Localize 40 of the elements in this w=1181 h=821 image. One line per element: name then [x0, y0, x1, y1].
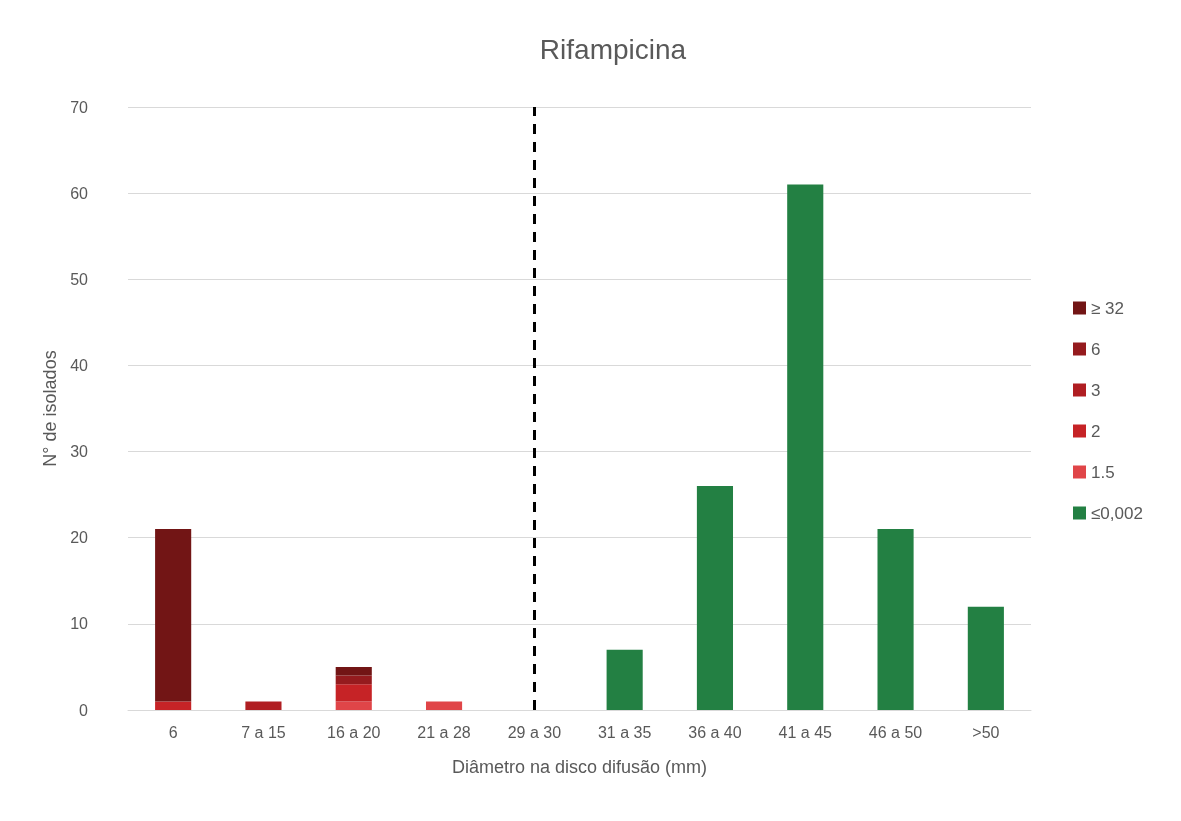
x-tick-label: 31 a 35 [597, 723, 652, 741]
chart-title: Rifampicina [539, 33, 687, 65]
y-tick-label: 50 [70, 270, 89, 288]
x-tick-label: 21 a 28 [417, 723, 471, 741]
bar [606, 649, 643, 710]
x-tick-label: 7 a 15 [241, 723, 286, 741]
y-tick-label: 10 [70, 615, 89, 633]
bar [425, 701, 463, 710]
bar [967, 606, 1004, 710]
x-tick-label: 6 [168, 723, 178, 741]
y-tick-label: 70 [70, 98, 89, 116]
bar [155, 701, 192, 710]
legend-label: 1.5 [1091, 462, 1115, 482]
bar [245, 701, 282, 710]
x-tick-label: 41 a 45 [778, 723, 833, 741]
bar [877, 529, 914, 710]
x-axis-title: Diâmetro na disco difusão (mm) [451, 757, 708, 777]
y-tick-label: 20 [70, 529, 89, 547]
bar [696, 486, 734, 710]
y-axis-title: N° de isolados [40, 350, 61, 467]
bar [335, 684, 372, 702]
y-tick-label: 0 [79, 701, 89, 719]
x-tick-label: 36 a 40 [688, 723, 742, 741]
legend-label: 3 [1091, 380, 1101, 400]
bar [335, 666, 372, 676]
x-tick-label: 46 a 50 [868, 723, 923, 741]
legend-label: ≤0,002 [1091, 503, 1143, 523]
legend-label: 2 [1091, 421, 1101, 441]
y-tick-label: 60 [70, 184, 89, 202]
legend-label: 6 [1091, 339, 1101, 359]
y-tick-label: 40 [70, 356, 89, 374]
bar [155, 529, 192, 702]
y-tick-label: 30 [70, 443, 89, 461]
bar [335, 701, 372, 710]
bar [335, 675, 372, 685]
legend-label: ≥ 32 [1091, 298, 1124, 318]
bar [787, 184, 824, 710]
x-tick-label: 29 a 30 [507, 723, 562, 741]
x-tick-label: 16 a 20 [327, 723, 381, 741]
x-tick-label: >50 [972, 723, 1000, 741]
